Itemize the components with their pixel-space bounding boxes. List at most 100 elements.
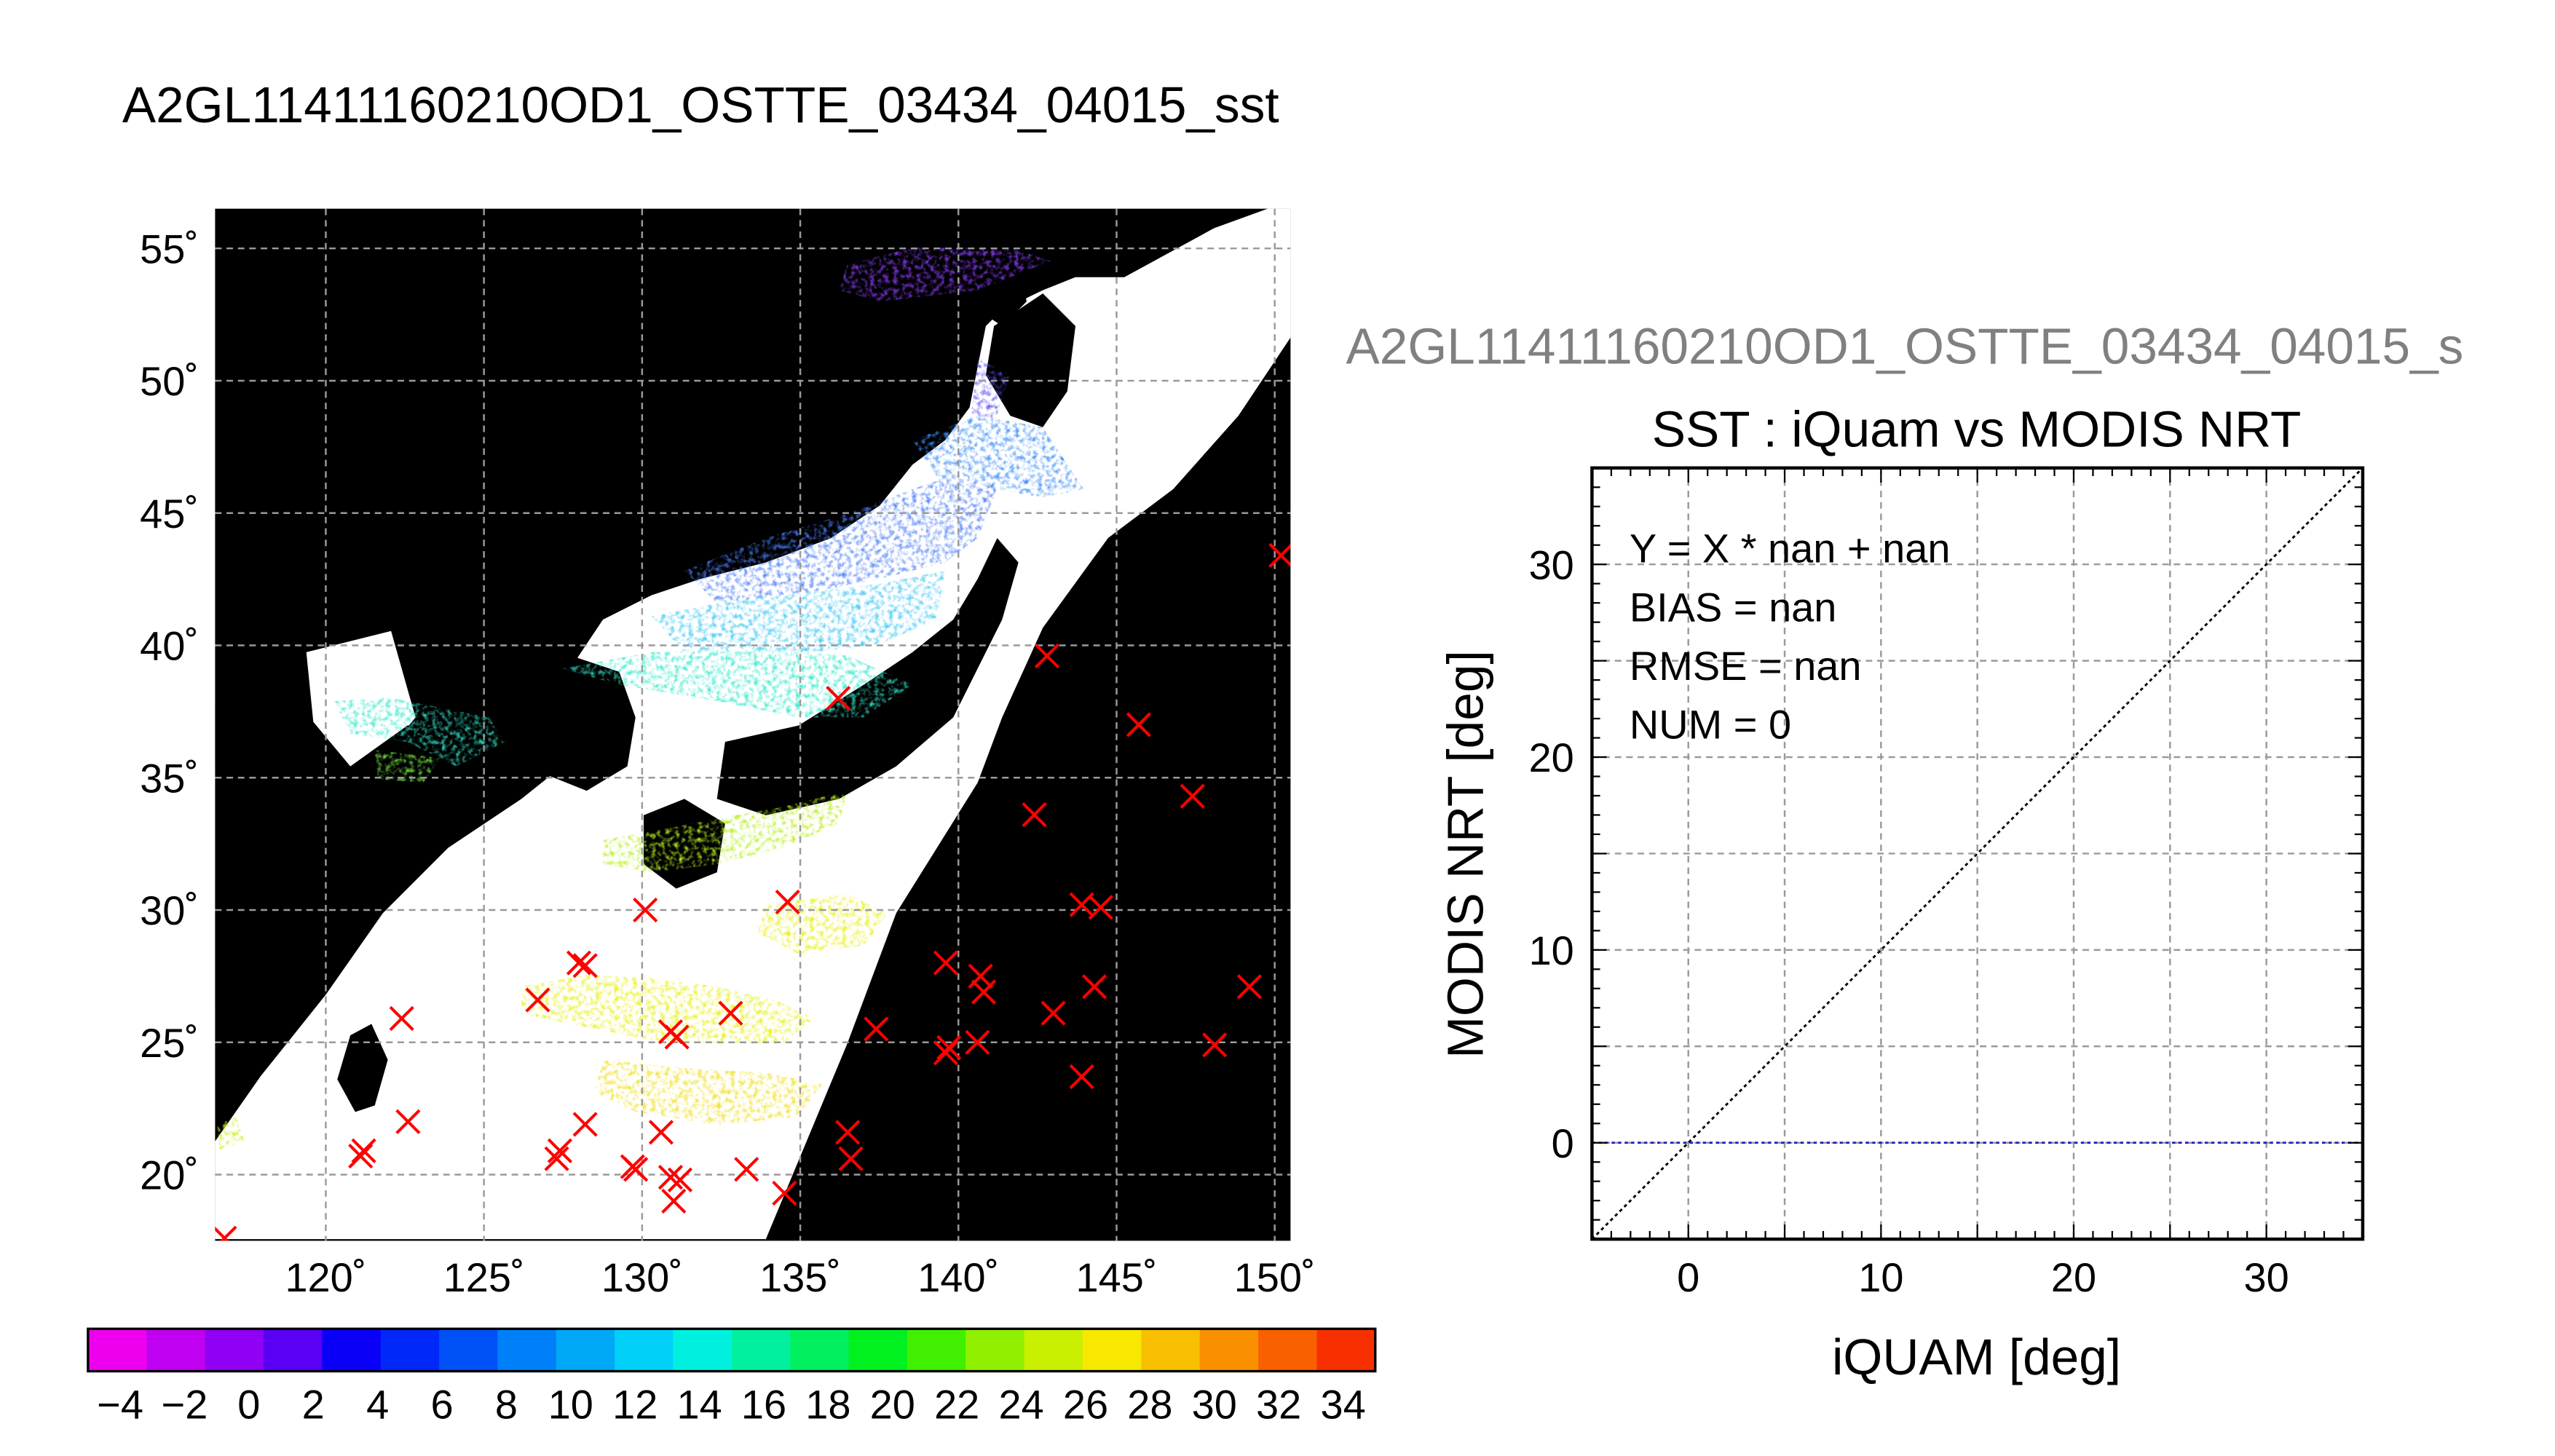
colorbar-cell [263, 1329, 323, 1372]
station-marker [1022, 802, 1047, 828]
scatter-y-tick-labels: 0 10 20 30 [1529, 542, 1574, 1166]
colorbar-cell [790, 1329, 850, 1372]
scatter-statistic-line: NUM = 0 [1630, 702, 1791, 748]
station-marker [566, 950, 592, 976]
station-marker [1040, 1000, 1066, 1026]
map-lat-tick-label: 20˚ [140, 1152, 199, 1198]
station-marker [389, 1005, 414, 1032]
map-lon-tick-labels: 120˚ 125˚ 130˚ 135˚ 140˚ 145˚ 150˚ [285, 1254, 1315, 1300]
sst-patch-okhotsk [839, 248, 1051, 302]
colorbar-cell [1082, 1329, 1142, 1372]
sst-patch-japan-sea-north [684, 472, 998, 604]
station-marker [648, 1120, 674, 1145]
scatter-subtitle: A2GL11411160210OD1_OSTTE_03434_04015_s [1346, 317, 2463, 374]
china-coast [215, 872, 293, 1011]
colorbar-tick-label: 34 [1320, 1381, 1365, 1427]
station-marker [623, 1157, 649, 1182]
station-marker [772, 1180, 797, 1206]
colorbar-frame [87, 1327, 1377, 1373]
scatter-x-tick-label: 10 [1858, 1254, 1903, 1300]
colorbar-tick-label: 8 [495, 1381, 518, 1427]
sst-patch-japan-sea-south [562, 649, 913, 718]
scatter-title: SST : iQuam vs MODIS NRT [1652, 401, 2302, 458]
colorbar-cell [556, 1329, 616, 1372]
scatter-plot: SST : iQuam vs MODIS NRT Y = X * nan + n… [1437, 401, 2365, 1385]
sst-color-patches [216, 248, 1084, 1150]
sst-patch-tatar-strait [969, 358, 1011, 427]
station-marker [933, 1040, 958, 1066]
scatter-statistic-line: RMSE = nan [1630, 643, 1862, 689]
colorbar-cell [907, 1329, 967, 1372]
scatter-x-tick-label: 20 [2051, 1254, 2096, 1300]
station-marker [525, 987, 550, 1013]
colorbar-tick-label: 16 [741, 1381, 786, 1427]
station-marker [215, 1225, 237, 1241]
map-lat-tick-labels: 20˚ 25˚ 30˚ 35˚ 40˚ 45˚ 50˚ 55˚ [140, 226, 199, 1198]
station-marker [657, 1165, 684, 1190]
colorbar-cell [146, 1329, 206, 1372]
map-lat-tick-label: 25˚ [140, 1020, 199, 1066]
colorbar-tick-label: 26 [1063, 1381, 1108, 1427]
colorbar-tick-label: 2 [302, 1381, 325, 1427]
map-lat-tick-label: 45˚ [140, 491, 199, 537]
identity-line [1592, 467, 2363, 1240]
station-marker [1180, 783, 1205, 809]
station-marker [395, 1109, 421, 1134]
station-marker [933, 950, 958, 976]
map-swath-imagery [215, 208, 1291, 1241]
map-station-markers [215, 542, 1291, 1241]
sst-patch-japan-sea-central [652, 570, 945, 652]
scatter-y-tick-label: 10 [1529, 927, 1574, 973]
station-marker [348, 1143, 374, 1169]
colorbar-cell [497, 1329, 557, 1372]
colorbar-tick-label: 0 [237, 1381, 260, 1427]
colorbar-cell [731, 1329, 791, 1372]
map-lon-tick-label: 145˚ [1075, 1254, 1157, 1300]
station-marker [1236, 974, 1263, 1000]
sst-patch-subtropical-south [594, 1059, 824, 1125]
map-lat-tick-label: 55˚ [140, 226, 199, 272]
scatter-x-axis-label: iQUAM [deg] [1832, 1329, 2121, 1385]
colorbar-cell [205, 1329, 265, 1372]
colorbar-tick-label: −4 [97, 1381, 143, 1427]
scatter-statistics: Y = X * nan + nan BIAS = nan RMSE = nan NUM… [1630, 526, 1951, 748]
colorbar-cell [673, 1329, 732, 1372]
colorbar: −4 −2 0 2 4 6 8 10 12 14 16 18 20 22 24 26 28 30 32 34 [87, 1327, 1377, 1427]
colorbar-tick-label: −2 [162, 1381, 208, 1427]
sst-patch-luzon [216, 1117, 245, 1150]
colorbar-cell [1199, 1329, 1260, 1372]
colorbar-cell [1258, 1329, 1318, 1372]
map-lon-tick-label: 125˚ [443, 1254, 525, 1300]
colorbar-tick-label: 4 [366, 1381, 389, 1427]
station-marker [971, 979, 997, 1005]
station-marker [351, 1138, 376, 1163]
map-lat-tick-label: 50˚ [140, 358, 199, 404]
colorbar-tick-label: 32 [1256, 1381, 1301, 1427]
scatter-statistic-line: BIAS = nan [1630, 584, 1837, 630]
station-marker [1088, 895, 1113, 920]
scatter-y-tick-label: 30 [1529, 542, 1574, 587]
station-marker [775, 889, 800, 915]
colorbar-cell [965, 1329, 1025, 1372]
station-marker [1081, 974, 1107, 1000]
map-lon-tick-label: 150˚ [1234, 1254, 1316, 1300]
colorbar-cell [380, 1329, 441, 1372]
colorbar-tick-label: 18 [805, 1381, 850, 1427]
station-marker [734, 1157, 759, 1182]
japan-honshu-land [716, 538, 1019, 815]
station-marker [864, 1016, 889, 1042]
colorbar-tick-label: 12 [612, 1381, 657, 1427]
station-marker [547, 1138, 572, 1163]
scatter-y-tick-label: 0 [1552, 1120, 1574, 1166]
colorbar-tick-label: 28 [1127, 1381, 1172, 1427]
colorbar-tick-label: 20 [870, 1381, 915, 1427]
sst-patch-yellow-sea-south [374, 750, 441, 783]
colorbar-cell [848, 1329, 909, 1372]
taiwan-land [337, 1024, 388, 1112]
station-marker [838, 1146, 864, 1171]
land-masks [215, 253, 1076, 1112]
scatter-x-tick-label: 30 [2244, 1254, 2289, 1300]
korea-land [521, 655, 636, 791]
figure-title: A2GL11411160210OD1_OSTTE_03434_04015_sst [122, 76, 1279, 133]
station-marker [1034, 643, 1059, 669]
